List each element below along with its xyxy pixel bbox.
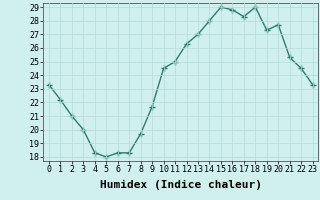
- X-axis label: Humidex (Indice chaleur): Humidex (Indice chaleur): [100, 180, 262, 190]
